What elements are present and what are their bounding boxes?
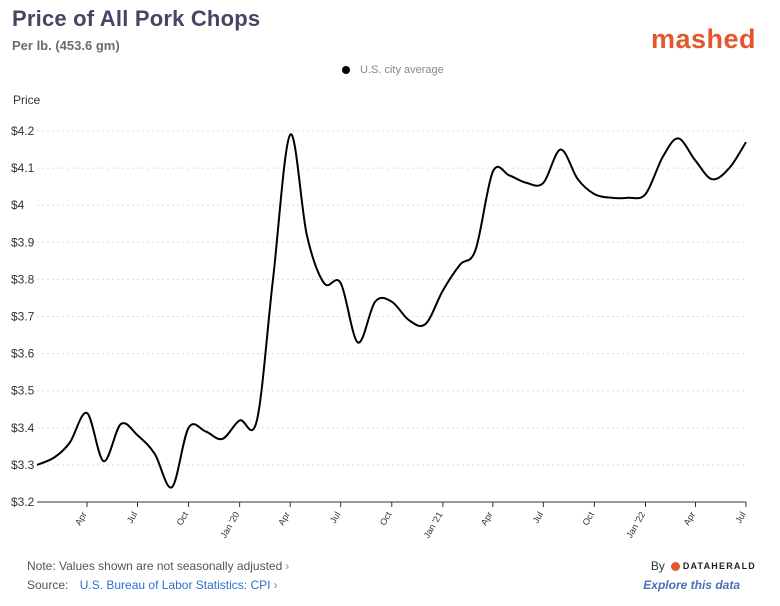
chevron-right-icon: › <box>273 578 278 592</box>
attribution: By DATAHERALD <box>651 559 756 573</box>
dataherald-logo-text: DATAHERALD <box>682 561 756 571</box>
x-tick-label: Jan '22 <box>624 510 647 540</box>
y-tick-label: $3.6 <box>11 347 35 361</box>
x-tick-label: Apr <box>479 510 495 527</box>
footer-source: Source: U.S. Bureau of Labor Statistics:… <box>27 578 277 592</box>
x-tick-label: Jul <box>531 510 545 525</box>
x-tick-label: Jul <box>733 510 747 525</box>
footer-note[interactable]: Note: Values shown are not seasonally ad… <box>27 559 289 573</box>
series-line-us-city-average <box>36 133 747 489</box>
dataherald-icon <box>670 561 680 571</box>
y-tick-label: $3.7 <box>11 310 35 324</box>
x-tick-label: Apr <box>276 510 292 527</box>
source-link[interactable]: U.S. Bureau of Labor Statistics: CPI <box>79 578 271 592</box>
x-tick-label: Jan '21 <box>422 510 445 540</box>
x-tick-label: Apr <box>682 510 698 527</box>
chart-title: Price of All Pork Chops <box>12 6 261 31</box>
y-tick-label: $4.2 <box>11 124 35 138</box>
x-tick-label: Oct <box>175 510 191 528</box>
chart-subtitle: Per lb. (453.6 gm) <box>12 38 120 53</box>
y-tick-label: $3.3 <box>11 458 35 472</box>
y-tick-label: $4 <box>11 198 25 212</box>
x-tick-label: Apr <box>73 510 89 527</box>
legend-label: U.S. city average <box>360 64 444 76</box>
y-tick-label: $4.1 <box>11 161 35 175</box>
chevron-right-icon: › <box>285 559 290 573</box>
y-tick-label: $3.5 <box>11 384 35 398</box>
y-tick-label: $3.2 <box>11 495 35 509</box>
dataherald-logo[interactable]: DATAHERALD <box>670 561 756 571</box>
y-tick-label: $3.8 <box>11 272 35 286</box>
x-tick-label: Jul <box>328 510 342 525</box>
x-tick-label: Jan '20 <box>218 510 241 540</box>
legend-marker <box>342 66 350 74</box>
explore-data-link[interactable]: Explore this data <box>643 578 740 592</box>
by-label: By <box>650 559 665 573</box>
y-tick-label: $3.9 <box>11 235 35 249</box>
legend[interactable]: U.S. city average <box>342 64 444 76</box>
x-tick-label: Jul <box>125 510 139 525</box>
x-tick-label: Oct <box>378 510 394 528</box>
y-tick-label: $3.4 <box>11 421 35 435</box>
source-label: Source: <box>27 578 69 592</box>
y-axis-label: Price <box>13 93 41 107</box>
note-text: Note: Values shown are not seasonally ad… <box>27 559 283 573</box>
x-tick-label: Oct <box>580 510 596 528</box>
brand-logo[interactable]: mashed <box>650 24 756 54</box>
